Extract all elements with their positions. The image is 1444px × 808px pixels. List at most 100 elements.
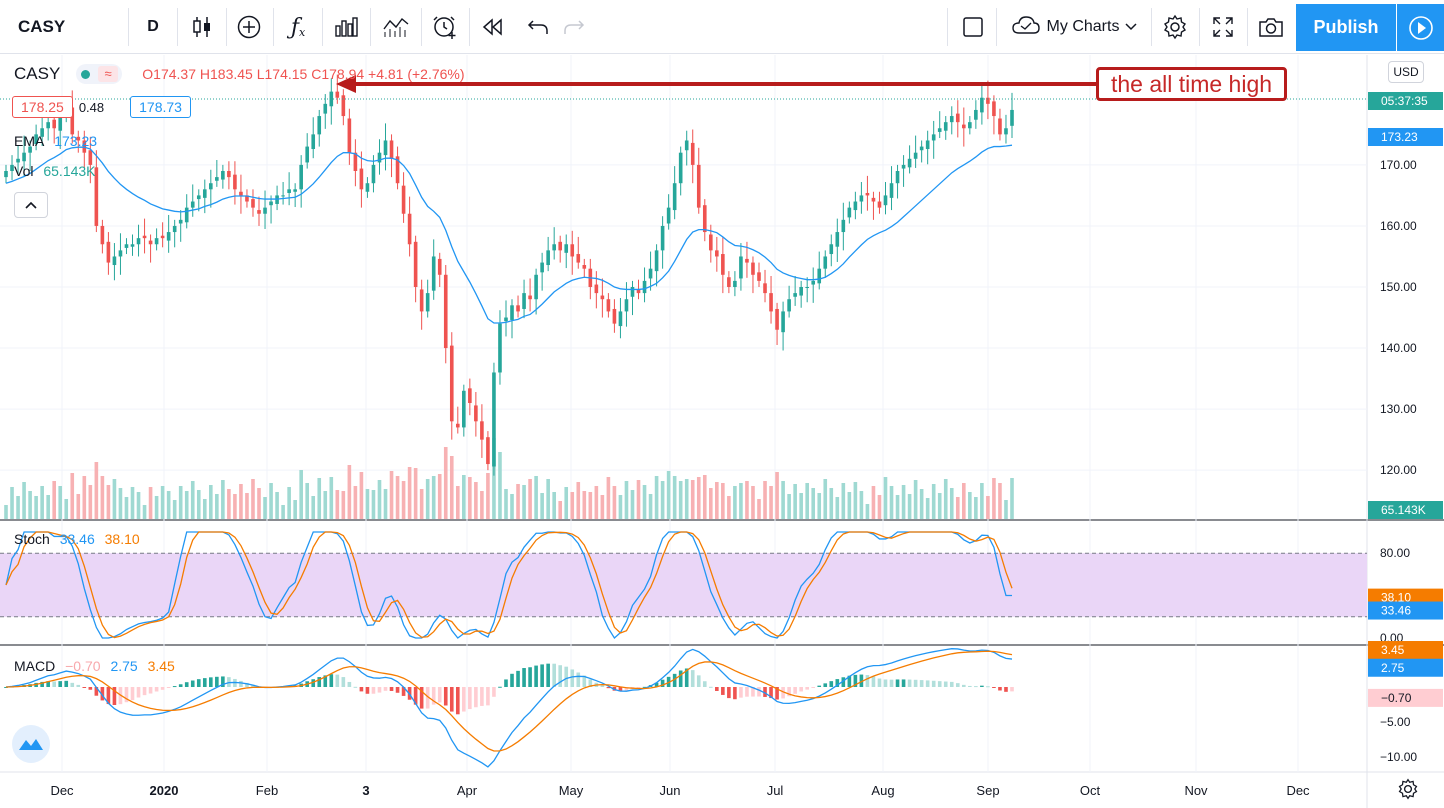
tradingview-logo-icon[interactable]	[12, 725, 50, 763]
volume-bar	[919, 489, 924, 519]
chart-type-icon[interactable]	[374, 8, 418, 46]
macd-line-value: 2.75	[110, 658, 138, 674]
price-axis-label: 150.00	[1380, 280, 1417, 294]
candle-body	[576, 254, 581, 263]
candle-body	[317, 116, 322, 135]
macd-histogram-bar	[793, 687, 797, 694]
volume-bar	[721, 483, 725, 519]
macd-histogram-bar	[160, 687, 165, 690]
macd-histogram-bar	[907, 679, 912, 687]
candle-body	[377, 152, 382, 163]
macd-histogram-bar	[546, 663, 550, 687]
macd-histogram-bar	[154, 687, 159, 692]
candle-body	[474, 405, 478, 422]
chart-settings-gear-icon[interactable]	[1396, 777, 1420, 801]
templates-icon[interactable]	[326, 8, 366, 46]
camera-icon[interactable]	[1251, 8, 1291, 46]
candles-icon[interactable]	[182, 8, 222, 46]
candle-body	[437, 258, 442, 275]
alert-icon[interactable]	[425, 8, 465, 46]
currency-label[interactable]: USD	[1388, 61, 1424, 83]
volume-bar	[757, 499, 761, 519]
candle-body	[974, 109, 978, 120]
candle-body	[389, 140, 394, 159]
volume-bar	[311, 496, 316, 519]
volume-bar	[221, 480, 225, 519]
volume-bar	[10, 487, 14, 519]
candle-body	[630, 287, 635, 297]
layout-square-icon[interactable]	[953, 8, 993, 46]
macd-legend[interactable]: MACD −0.70 2.75 3.45	[14, 658, 175, 674]
candle-body	[648, 268, 653, 279]
volume-bar	[88, 485, 93, 519]
volume-bar	[142, 505, 147, 519]
candle-body	[787, 299, 791, 312]
macd-histogram-bar	[949, 681, 954, 687]
market-status-pill[interactable]: ≈	[76, 64, 123, 84]
macd-histogram-bar	[799, 687, 803, 692]
macd-histogram-bar	[757, 687, 761, 697]
buy-price[interactable]: 178.73	[130, 96, 191, 118]
add-compare-icon[interactable]	[229, 8, 269, 46]
volume-bar	[233, 494, 237, 519]
volume-bar	[94, 462, 99, 519]
publish-button[interactable]: Publish	[1296, 4, 1396, 51]
macd-histogram-bar	[980, 685, 984, 687]
legend-symbol[interactable]: CASY	[14, 64, 61, 83]
macd-histogram-bar	[570, 669, 575, 687]
interval-button[interactable]: D	[147, 18, 159, 35]
candle-body	[347, 118, 352, 153]
candle-body	[708, 234, 713, 251]
volume-legend[interactable]: Vol 65.143K	[14, 163, 96, 179]
candle-body	[202, 189, 207, 198]
candle-body	[504, 317, 508, 322]
ema-legend[interactable]: EMA 173.23	[14, 133, 97, 149]
volume-bar	[329, 477, 334, 519]
macd-histogram-bar	[389, 687, 394, 691]
ohlc-values: O174.37 H183.45 L174.15 C178.94 +4.81 (+…	[142, 66, 465, 82]
play-icon[interactable]	[1397, 4, 1444, 51]
candle-body	[178, 219, 183, 224]
macd-histogram-bar	[329, 674, 334, 687]
macd-histogram-bar	[660, 679, 665, 687]
symbol-search-button[interactable]: CASY	[18, 17, 66, 36]
data-delay-icon: ≈	[98, 66, 119, 82]
macd-hist-badge	[1368, 688, 1443, 707]
stoch-d-value: 38.10	[104, 531, 140, 547]
settings-icon[interactable]	[1155, 8, 1195, 46]
volume-bar	[546, 479, 550, 519]
all-time-high-annotation[interactable]: the all time high	[1096, 67, 1287, 101]
macd-histogram-bar	[775, 687, 779, 700]
macd-histogram-bar	[678, 670, 683, 687]
my-charts-button[interactable]: My Charts	[1000, 8, 1148, 46]
candle-body	[251, 199, 255, 208]
macd-histogram-bar	[582, 675, 587, 687]
volume-bar	[823, 479, 828, 519]
collapse-legend-button[interactable]	[14, 192, 48, 218]
chevron-up-icon	[25, 201, 37, 209]
volume-bar	[733, 486, 737, 519]
volume-bar	[540, 493, 544, 519]
fullscreen-icon[interactable]	[1203, 8, 1243, 46]
candle-body	[847, 207, 852, 218]
volume-bar	[805, 483, 809, 519]
undo-icon[interactable]	[520, 8, 556, 46]
volume-bar	[34, 496, 38, 519]
volume-bar	[40, 486, 44, 519]
stoch-legend[interactable]: Stoch 33.46 38.10	[14, 531, 140, 547]
candle-body	[781, 311, 785, 333]
candle-body	[546, 250, 550, 266]
candle-body	[395, 156, 400, 184]
volume-bar	[793, 484, 797, 519]
replay-icon[interactable]	[473, 8, 513, 46]
redo-icon[interactable]	[556, 8, 592, 46]
sell-price[interactable]: 178.25	[12, 96, 73, 118]
time-axis-label: Jun	[660, 783, 681, 798]
candle-body	[88, 150, 93, 165]
chart-area[interactable]: Dec 2020 Feb 3 Apr May Jun Jul Aug Sep Oct Nov Dec 17…	[0, 55, 1444, 808]
chart-canvas[interactable]: Dec 2020 Feb 3 Apr May Jun Jul Aug Sep Oct Nov Dec 17…	[0, 55, 1444, 808]
macd-histogram-bar	[522, 668, 526, 687]
candle-body	[739, 256, 743, 279]
macd-histogram-bar	[480, 687, 484, 706]
